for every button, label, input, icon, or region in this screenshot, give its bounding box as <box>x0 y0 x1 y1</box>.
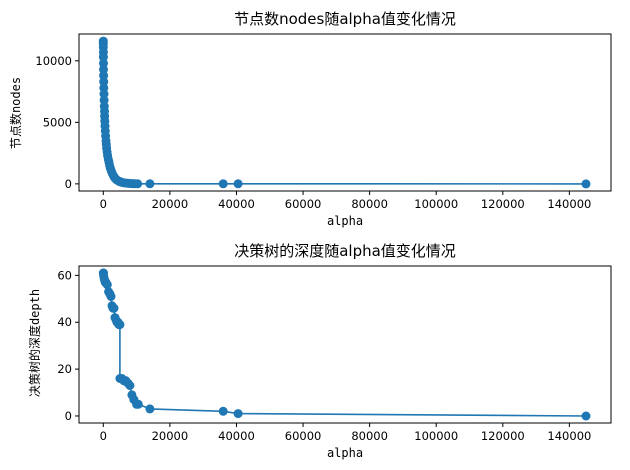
depth-y-axis-label: 决策树的深度depth <box>27 289 42 397</box>
depth-x-ticks: 0 20000 40000 60000 80000 100000 120000 140000 <box>100 423 591 443</box>
nodes-y-ticks: 0 5000 10000 <box>35 54 79 191</box>
nodes-y-axis-label: 节点数nodes <box>8 77 23 149</box>
depth-data-point <box>102 280 112 290</box>
nodes-subplot: 节点数nodes随alpha值变化情况 alpha 节点数nodes 0 2000… <box>8 10 612 228</box>
depth-y-tick-label: 60 <box>57 268 72 282</box>
depth-y-tick-label: 20 <box>57 362 72 376</box>
depth-data-point <box>109 303 119 313</box>
depth-chart-title: 决策树的深度随alpha值变化情况 <box>234 242 456 260</box>
nodes-y-tick-label: 10000 <box>35 54 72 68</box>
nodes-x-tick-label: 40000 <box>218 197 255 211</box>
depth-data-point <box>133 399 143 409</box>
depth-x-tick-label: 120000 <box>481 429 525 443</box>
nodes-data-point <box>218 179 228 189</box>
nodes-x-tick-label: 140000 <box>547 197 591 211</box>
nodes-y-tick-label: 0 <box>65 177 72 191</box>
depth-data-point <box>233 409 243 419</box>
depth-subplot: 决策树的深度随alpha值变化情况 alpha 决策树的深度depth 0 200… <box>27 242 612 460</box>
nodes-series-line <box>102 41 587 185</box>
depth-series-points <box>98 268 591 421</box>
depth-y-ticks: 0 20 40 60 <box>57 268 79 423</box>
depth-y-tick-label: 40 <box>57 315 72 329</box>
depth-data-point <box>581 411 591 421</box>
depth-x-tick-label: 20000 <box>152 429 189 443</box>
depth-data-point <box>115 320 125 330</box>
depth-series-line <box>102 272 587 417</box>
nodes-data-point <box>233 179 243 189</box>
depth-x-tick-label: 60000 <box>285 429 322 443</box>
nodes-series-points <box>98 36 591 189</box>
nodes-plot-frame <box>78 33 612 192</box>
depth-x-tick-label: 100000 <box>414 429 458 443</box>
depth-plot-frame <box>78 265 612 424</box>
nodes-data-point <box>581 179 591 189</box>
nodes-x-tick-label: 0 <box>100 197 107 211</box>
depth-x-tick-label: 0 <box>100 429 107 443</box>
nodes-data-point <box>133 179 143 189</box>
depth-x-tick-label: 80000 <box>351 429 388 443</box>
depth-x-tick-label: 140000 <box>547 429 591 443</box>
nodes-x-tick-label: 20000 <box>152 197 189 211</box>
depth-data-point <box>145 404 155 414</box>
nodes-x-tick-label: 60000 <box>285 197 322 211</box>
depth-x-tick-label: 40000 <box>218 429 255 443</box>
nodes-y-tick-label: 5000 <box>43 115 72 129</box>
depth-data-point <box>125 381 135 390</box>
nodes-x-tick-label: 100000 <box>414 197 458 211</box>
depth-x-axis-label: alpha <box>327 446 363 460</box>
depth-y-tick-label: 0 <box>65 409 72 423</box>
nodes-x-tick-label: 80000 <box>351 197 388 211</box>
depth-data-point <box>218 406 228 416</box>
nodes-chart-title: 节点数nodes随alpha值变化情况 <box>234 10 456 28</box>
nodes-x-tick-label: 120000 <box>481 197 525 211</box>
nodes-data-point <box>145 179 155 189</box>
depth-data-point <box>106 292 116 301</box>
nodes-x-axis-label: alpha <box>327 214 363 228</box>
nodes-x-ticks: 0 20000 40000 60000 80000 100000 120000 140000 <box>100 191 591 211</box>
